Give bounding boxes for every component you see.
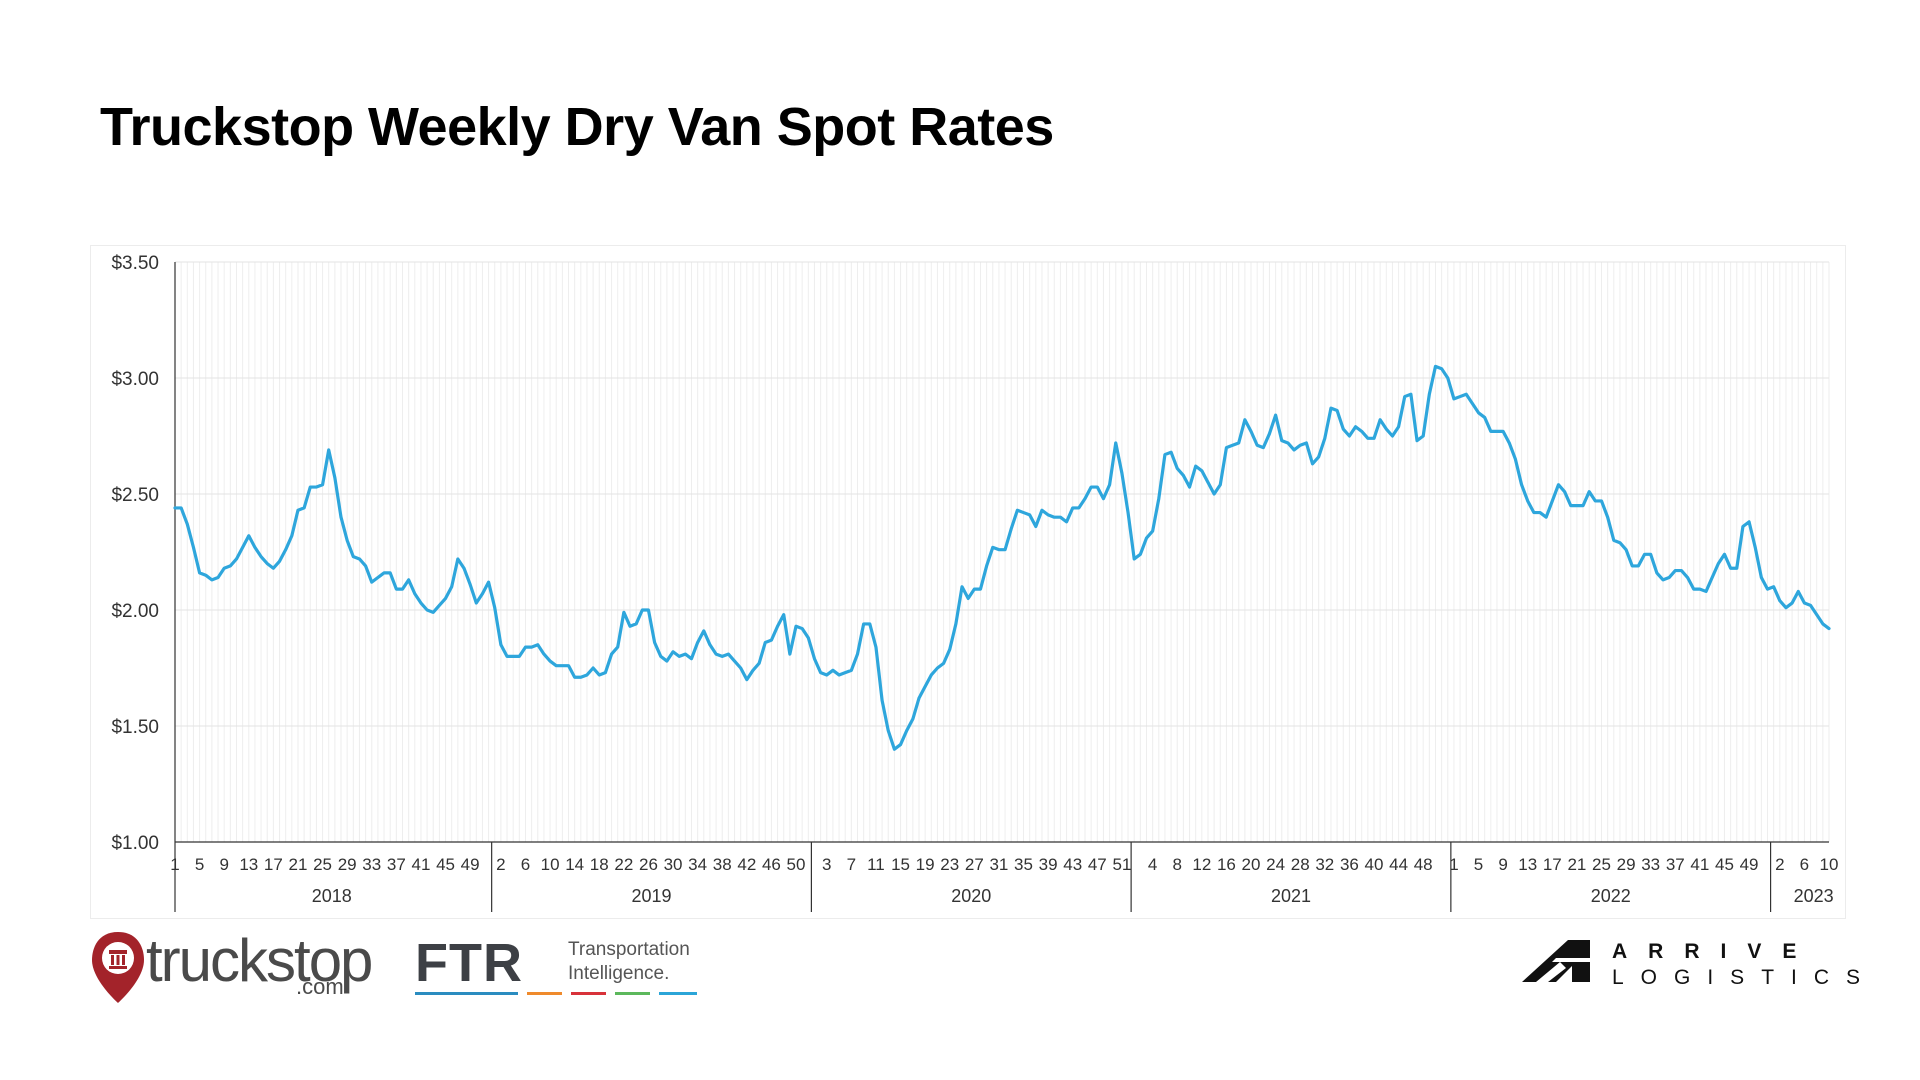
x-tick-label: 19 [916, 855, 935, 874]
x-tick-label: 18 [590, 855, 609, 874]
x-tick-label: 26 [639, 855, 658, 874]
x-tick-label: 16 [1217, 855, 1236, 874]
x-tick-label: 25 [1592, 855, 1611, 874]
ftr-color-bar [615, 992, 650, 995]
year-label: 2018 [312, 886, 352, 906]
year-label: 2019 [632, 886, 672, 906]
truckstop-pin-icon [92, 932, 144, 1003]
x-tick-label: 15 [891, 855, 910, 874]
x-tick-label: 29 [1617, 855, 1636, 874]
ftr-tagline-line-2: Intelligence. [568, 963, 670, 984]
ftr-color-bar [571, 992, 606, 995]
x-tick-label: 3 [822, 855, 831, 874]
x-tick-label: 37 [1666, 855, 1685, 874]
ftr-logo-tagline: Transportation Intelligence. [568, 938, 690, 986]
x-tick-label: 24 [1266, 855, 1285, 874]
year-label: 2022 [1591, 886, 1631, 906]
x-tick-label: 41 [411, 855, 430, 874]
x-tick-label: 21 [289, 855, 308, 874]
x-tick-label: 6 [521, 855, 530, 874]
truckstop-logo-suffix: .com [296, 974, 344, 999]
x-tick-label: 25 [313, 855, 332, 874]
series-line [173, 364, 1831, 751]
x-tick-label: 13 [239, 855, 258, 874]
x-tick-label: 30 [664, 855, 683, 874]
arrive-logo-icon [1522, 940, 1590, 982]
x-tick-label: 33 [1641, 855, 1660, 874]
x-tick-label: 38 [713, 855, 732, 874]
x-tick-label: 42 [737, 855, 756, 874]
page-title: Truckstop Weekly Dry Van Spot Rates [100, 97, 1054, 157]
y-tick-label: $1.00 [111, 833, 159, 854]
y-tick-label: $3.00 [111, 369, 159, 390]
x-tick-label: 50 [787, 855, 806, 874]
x-tick-label: 34 [688, 855, 707, 874]
truckstop-logo-text: truckstop [146, 927, 373, 994]
x-tick-label: 45 [436, 855, 455, 874]
x-tick-label: 6 [1800, 855, 1809, 874]
x-tick-label: 35 [1014, 855, 1033, 874]
x-tick-label: 8 [1173, 855, 1182, 874]
x-tick-label: 2 [496, 855, 505, 874]
x-tick-label: 22 [614, 855, 633, 874]
x-tick-label: 29 [338, 855, 357, 874]
x-tick-label: 10 [1820, 855, 1839, 874]
x-tick-label: 10 [541, 855, 560, 874]
x-tick-label: 21 [1567, 855, 1586, 874]
x-tick-label: 4 [1148, 855, 1157, 874]
x-tick-label: 31 [989, 855, 1008, 874]
year-label: 2023 [1794, 886, 1834, 906]
x-tick-label: 14 [1844, 855, 1845, 874]
x-tick-label: 20 [1242, 855, 1261, 874]
x-tick-label: 12 [1192, 855, 1211, 874]
x-tick-label: 48 [1414, 855, 1433, 874]
ftr-color-bar [527, 992, 562, 995]
line-chart: $1.00$1.50$2.00$2.50$3.00$3.501591317212… [111, 253, 1845, 912]
x-tick-label: 37 [387, 855, 406, 874]
x-tick-label: 32 [1315, 855, 1334, 874]
x-tick-label: 5 [1474, 855, 1483, 874]
y-tick-label: $1.50 [111, 717, 159, 738]
x-tick-label: 2 [1775, 855, 1784, 874]
x-tick-label: 43 [1063, 855, 1082, 874]
x-tick-label: 17 [264, 855, 283, 874]
x-tick-label: 49 [1740, 855, 1759, 874]
x-tick-label: 11 [867, 855, 885, 874]
x-tick-label: 1 [1449, 855, 1458, 874]
y-tick-label: $3.50 [111, 253, 159, 274]
x-tick-label: 41 [1690, 855, 1709, 874]
x-tick-label: 51 [1112, 855, 1131, 874]
ftr-logo-text: FTR [415, 933, 523, 993]
x-tick-label: 49 [461, 855, 480, 874]
year-label: 2021 [1271, 886, 1311, 906]
ftr-color-bar [659, 992, 697, 995]
x-tick-label: 7 [847, 855, 856, 874]
x-tick-label: 9 [1498, 855, 1507, 874]
x-tick-label: 13 [1518, 855, 1537, 874]
x-tick-label: 47 [1088, 855, 1107, 874]
x-tick-label: 17 [1543, 855, 1562, 874]
y-tick-label: $2.50 [111, 485, 159, 506]
arrive-logo-line-2: LOGISTICS [1612, 966, 1878, 989]
x-tick-label: 44 [1389, 855, 1408, 874]
x-tick-label: 14 [565, 855, 584, 874]
x-tick-label: 33 [362, 855, 381, 874]
x-tick-label: 40 [1365, 855, 1384, 874]
arrive-logo-line-1: ARRIVE [1612, 940, 1818, 963]
y-tick-label: $2.00 [111, 601, 159, 622]
x-tick-label: 28 [1291, 855, 1310, 874]
x-tick-label: 39 [1039, 855, 1058, 874]
x-tick-label: 36 [1340, 855, 1359, 874]
x-tick-label: 23 [940, 855, 959, 874]
x-tick-label: 27 [965, 855, 984, 874]
x-tick-label: 5 [195, 855, 204, 874]
chart-frame: $1.00$1.50$2.00$2.50$3.00$3.501591317212… [90, 245, 1846, 919]
year-label: 2020 [951, 886, 991, 906]
x-tick-label: 9 [219, 855, 228, 874]
x-tick-label: 46 [762, 855, 781, 874]
x-tick-label: 45 [1715, 855, 1734, 874]
ftr-tagline-line-1: Transportation [568, 939, 690, 960]
